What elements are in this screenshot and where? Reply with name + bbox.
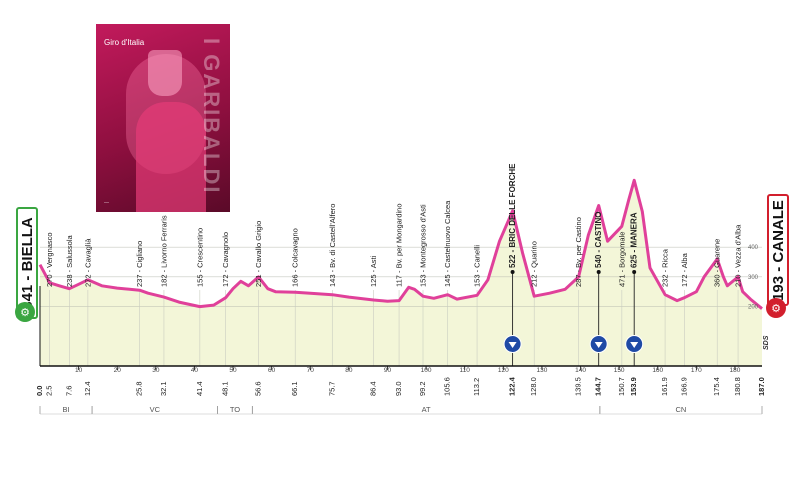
kom-chevron-icon: [508, 342, 517, 348]
km-label: 86.4: [369, 381, 378, 396]
place-label: 237 - Cigliano: [135, 241, 144, 287]
x-tick-label: 110: [460, 367, 471, 374]
place-label: 145 - Castelnuovo Calcea: [443, 200, 452, 287]
poster-vertical-text: I GARIBALDI: [199, 38, 224, 195]
place-label: 143 - Bv. di Castell'Alfero: [328, 204, 337, 287]
region-label: CN: [675, 405, 686, 414]
km-label: 56.6: [254, 381, 263, 396]
km-label: 180.8: [733, 377, 742, 396]
x-tick-label: 30: [152, 367, 160, 374]
place-label: 625 - MANERA: [630, 212, 639, 268]
place-label: 270 - Vergnasco: [45, 232, 54, 287]
place-label: 153 - Canelli: [473, 245, 482, 287]
place-label: 172 - Alba: [680, 252, 689, 287]
km-label: 113.2: [472, 378, 481, 396]
km-label: 144.7: [594, 377, 603, 396]
poster-foot-logo: —: [104, 200, 109, 206]
km-label: 0.0: [35, 386, 44, 396]
km-label: 41.4: [195, 381, 204, 396]
kom-chevron-icon: [594, 342, 603, 348]
x-tick-label: 70: [307, 367, 315, 374]
place-label: 155 - Crescentino: [195, 228, 204, 287]
place-label: 117 - Bv. per Mongardino: [395, 203, 404, 287]
x-tick-label: 60: [268, 367, 276, 374]
start-bike-icon: ⚙: [15, 302, 35, 322]
region-label: BI: [63, 405, 70, 414]
km-label: 7.6: [64, 386, 73, 396]
place-label: 172 - Cavagnolo: [221, 232, 230, 287]
place-label: 153 - Montegrosso d'Asti: [419, 204, 428, 287]
x-tick-label: 140: [575, 367, 586, 374]
x-tick-label: 100: [421, 367, 432, 374]
km-label: 187.0: [757, 377, 766, 396]
km-label: 25.8: [135, 381, 144, 396]
finish-bike-icon: ⚙: [766, 298, 786, 318]
km-label: 48.1: [221, 381, 230, 396]
km-label: 139.5: [574, 377, 583, 396]
x-tick-label: 160: [652, 367, 663, 374]
region-label: AT: [422, 405, 431, 414]
summit-dot: [632, 270, 637, 274]
km-label: 32.1: [159, 381, 168, 396]
x-tick-label: 150: [614, 367, 625, 374]
km-label: 93.0: [394, 381, 403, 396]
place-label: 251 - Cavallo Grigio: [254, 221, 263, 287]
place-label: 471 - Borgomale: [617, 232, 626, 287]
sds-label: SDS: [763, 335, 770, 350]
trophy-icon: [148, 50, 182, 96]
place-label: 522 - BRIC DELLE FORCHE: [508, 163, 517, 268]
km-label: 128.0: [529, 377, 538, 396]
place-label: 212 - Quarino: [530, 241, 539, 287]
race-poster: I GARIBALDI Giro d'Italia —: [96, 24, 230, 212]
place-label: 166 - Colcavagno: [291, 228, 300, 287]
x-tick-label: 180: [730, 367, 741, 374]
x-tick-label: 90: [384, 367, 392, 374]
km-label: 122.4: [508, 376, 517, 396]
y-tick-label: 200: [748, 305, 759, 311]
profile-area: [40, 180, 762, 366]
x-tick-label: 80: [345, 367, 353, 374]
place-label: 232 - Ricca: [661, 248, 670, 287]
kom-chevron-icon: [630, 342, 639, 348]
summit-dot: [596, 270, 601, 274]
y-tick-label: 400: [748, 245, 759, 251]
km-label: 2.5: [45, 386, 54, 396]
poster-logo: Giro d'Italia: [104, 38, 145, 47]
profile-line: [38, 178, 763, 310]
place-label: 182 - Livorno Ferraris: [159, 215, 168, 287]
x-tick-label: 120: [498, 367, 509, 374]
region-label: VC: [150, 405, 161, 414]
km-label: 175.4: [712, 377, 721, 396]
place-label: 272 - Cavaglià: [83, 238, 92, 287]
place-label: 238 - Salussola: [65, 234, 74, 287]
summit-dot: [510, 270, 515, 274]
x-tick-label: 130: [536, 367, 547, 374]
place-label: 540 - CASTINO: [594, 212, 603, 268]
x-tick-label: 50: [229, 367, 237, 374]
place-label: 210 - Vezza d'Alba: [734, 224, 743, 287]
region-label: TO: [230, 405, 240, 414]
x-tick-label: 40: [191, 367, 199, 374]
x-tick-label: 10: [75, 367, 83, 374]
place-label: 125 - Asti: [369, 255, 378, 287]
x-tick-label: 170: [691, 367, 702, 374]
place-label: 360 - Guarene: [713, 239, 722, 287]
km-label: 161.9: [660, 377, 669, 396]
x-tick-label: 20: [114, 367, 122, 374]
km-label: 75.7: [327, 381, 336, 396]
km-label: 12.4: [83, 381, 92, 396]
km-label: 150.7: [617, 377, 626, 396]
y-tick-label: 300: [748, 275, 759, 281]
km-label: 166.9: [679, 377, 688, 396]
rider-figure: [136, 102, 206, 212]
km-label: 105.6: [443, 377, 452, 396]
place-label: 287 - Bv. per Castino: [574, 217, 583, 287]
km-label: 99.2: [418, 381, 427, 396]
km-label: 66.1: [290, 381, 299, 396]
km-label: 153.9: [629, 377, 638, 396]
